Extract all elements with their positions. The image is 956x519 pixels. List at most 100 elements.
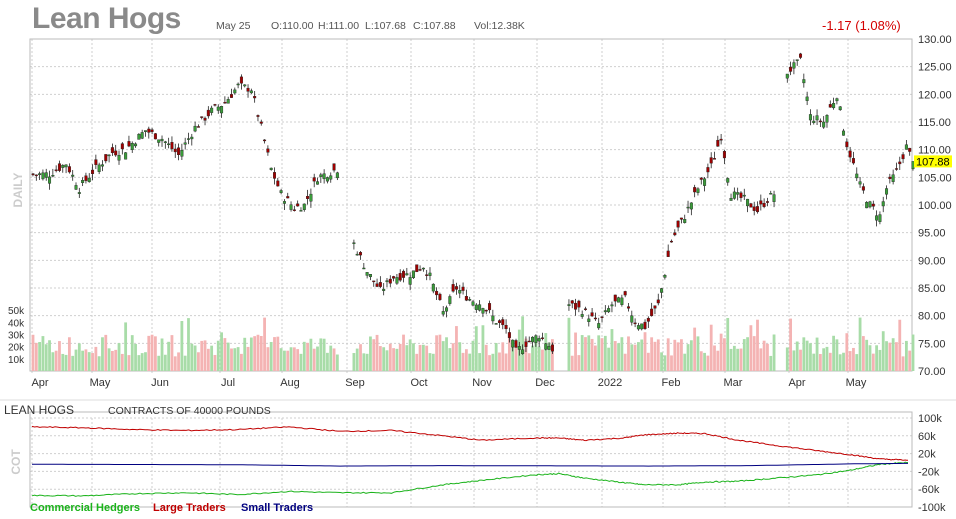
candle bbox=[372, 280, 376, 283]
volume-bar bbox=[673, 339, 677, 371]
volume-bar bbox=[845, 333, 849, 371]
volume-bar bbox=[461, 352, 465, 371]
volume-bar bbox=[670, 355, 673, 371]
volume-bar bbox=[574, 332, 577, 371]
candle bbox=[405, 273, 409, 276]
candle bbox=[742, 194, 746, 197]
x-tick-label: Nov bbox=[472, 377, 492, 389]
candle bbox=[607, 308, 611, 313]
candle bbox=[805, 96, 809, 101]
candle bbox=[617, 297, 621, 303]
candle bbox=[663, 275, 667, 278]
volume-bar bbox=[220, 332, 223, 371]
open-value: O:110.00 bbox=[271, 20, 314, 32]
candle bbox=[411, 270, 415, 279]
volume-bar bbox=[206, 348, 210, 371]
candle bbox=[134, 143, 138, 147]
volume-bar bbox=[838, 354, 842, 371]
candle bbox=[832, 103, 836, 109]
x-tick-label: Dec bbox=[535, 377, 555, 389]
volume-bar bbox=[276, 336, 280, 371]
candle bbox=[851, 158, 855, 164]
candle bbox=[478, 304, 482, 311]
candle bbox=[177, 147, 181, 156]
volume-bar bbox=[471, 340, 475, 371]
candle bbox=[491, 315, 495, 322]
volume-bar bbox=[617, 343, 620, 371]
candle bbox=[445, 307, 449, 312]
candle bbox=[669, 240, 673, 243]
candle bbox=[140, 132, 144, 139]
volume-bar bbox=[94, 346, 98, 371]
candle bbox=[180, 149, 184, 157]
candle bbox=[901, 154, 905, 160]
candle bbox=[507, 332, 511, 338]
candle bbox=[861, 186, 865, 191]
volume-bar bbox=[660, 352, 663, 371]
volume-bar bbox=[372, 339, 376, 371]
candle bbox=[309, 193, 313, 202]
candle bbox=[87, 177, 91, 183]
candle bbox=[858, 181, 862, 185]
candle bbox=[97, 164, 101, 172]
candle bbox=[468, 299, 472, 301]
volume-bar bbox=[246, 346, 250, 371]
candle bbox=[540, 337, 544, 339]
last-price-label: 107.88 bbox=[916, 156, 950, 168]
volume-bar bbox=[299, 353, 303, 371]
volume-bar bbox=[832, 335, 836, 371]
volume-bar bbox=[858, 317, 862, 371]
volume-bar bbox=[213, 354, 217, 371]
candle bbox=[842, 130, 846, 136]
volume-bar bbox=[243, 337, 247, 371]
volume-bar bbox=[620, 337, 624, 371]
volume-bar bbox=[167, 341, 171, 371]
candle bbox=[739, 192, 743, 198]
candle bbox=[716, 139, 720, 147]
volume-bar bbox=[550, 339, 554, 371]
candle bbox=[203, 117, 207, 121]
candle bbox=[636, 325, 640, 330]
candle bbox=[613, 294, 617, 302]
cot-border bbox=[29, 411, 913, 508]
cot-tick-label: -20k bbox=[918, 466, 940, 478]
y-tick-label: 95.00 bbox=[918, 228, 946, 240]
candle bbox=[296, 203, 300, 207]
volume-tick-label: 40k bbox=[8, 318, 25, 329]
candle bbox=[517, 346, 521, 350]
candle bbox=[799, 53, 803, 58]
change-value: -1.17 (1.08%) bbox=[822, 18, 901, 33]
candle bbox=[193, 125, 197, 132]
candle bbox=[431, 283, 435, 292]
volume-bar bbox=[524, 338, 528, 371]
volume-bar bbox=[600, 338, 604, 371]
candle bbox=[527, 340, 531, 343]
volume-bar bbox=[759, 348, 763, 371]
volume-bar bbox=[719, 333, 723, 371]
volume-bar bbox=[405, 345, 409, 371]
volume-bar bbox=[888, 342, 892, 371]
volume-bar bbox=[607, 347, 611, 371]
candle bbox=[822, 121, 826, 128]
candle bbox=[213, 104, 217, 106]
candle bbox=[481, 308, 485, 314]
candle bbox=[54, 169, 58, 171]
candle bbox=[229, 94, 233, 98]
volume-bar bbox=[355, 348, 359, 371]
volume-bar bbox=[319, 338, 323, 371]
volume-bar bbox=[140, 353, 144, 371]
candle bbox=[600, 316, 604, 318]
volume-bar bbox=[402, 334, 405, 371]
volume-bar bbox=[104, 334, 108, 371]
volume-bar bbox=[107, 348, 111, 371]
volume-bar bbox=[418, 344, 422, 371]
volume-tick-label: 30k bbox=[8, 330, 25, 341]
candle bbox=[908, 147, 912, 152]
candle bbox=[239, 76, 243, 84]
candle bbox=[732, 191, 736, 199]
y-tick-label: 110.00 bbox=[918, 145, 951, 157]
candle bbox=[385, 280, 389, 283]
volume-bar bbox=[395, 348, 399, 371]
candle bbox=[273, 172, 277, 179]
